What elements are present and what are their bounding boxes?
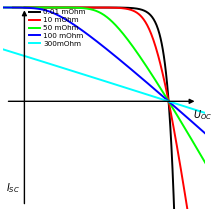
10 mOhm bbox=[98, 6, 101, 9]
Line: 50 mOhm: 50 mOhm bbox=[0, 7, 217, 212]
Text: $I_{SC}$: $I_{SC}$ bbox=[6, 181, 20, 195]
0.01 mOhm bbox=[109, 6, 111, 9]
100 mOhm bbox=[20, 6, 22, 9]
0.01 mOhm bbox=[130, 7, 133, 9]
100 mOhm bbox=[30, 7, 33, 9]
50 mOhm bbox=[80, 7, 83, 9]
0.01 mOhm bbox=[23, 6, 26, 9]
10 mOhm bbox=[97, 6, 100, 9]
0.01 mOhm bbox=[121, 6, 123, 9]
Line: 300mOhm: 300mOhm bbox=[0, 7, 217, 212]
50 mOhm bbox=[59, 6, 62, 9]
100 mOhm bbox=[9, 6, 12, 9]
Legend: 0.01 mOhm, 10 mOhm, 50 mOhm, 100 mOhm, 300mOhm: 0.01 mOhm, 10 mOhm, 50 mOhm, 100 mOhm, 3… bbox=[26, 6, 89, 50]
Text: $U_{OC}$: $U_{OC}$ bbox=[193, 108, 212, 122]
50 mOhm bbox=[70, 6, 73, 9]
10 mOhm bbox=[109, 6, 112, 9]
50 mOhm bbox=[58, 6, 61, 9]
Line: 10 mOhm: 10 mOhm bbox=[13, 7, 217, 212]
Line: 0.01 mOhm: 0.01 mOhm bbox=[24, 7, 205, 212]
Line: 100 mOhm: 100 mOhm bbox=[0, 7, 217, 212]
50 mOhm bbox=[203, 159, 205, 162]
0.01 mOhm bbox=[171, 159, 173, 162]
100 mOhm bbox=[8, 6, 10, 9]
10 mOhm bbox=[119, 7, 122, 9]
0.01 mOhm bbox=[110, 6, 112, 9]
10 mOhm bbox=[12, 6, 14, 9]
10 mOhm bbox=[178, 159, 181, 162]
